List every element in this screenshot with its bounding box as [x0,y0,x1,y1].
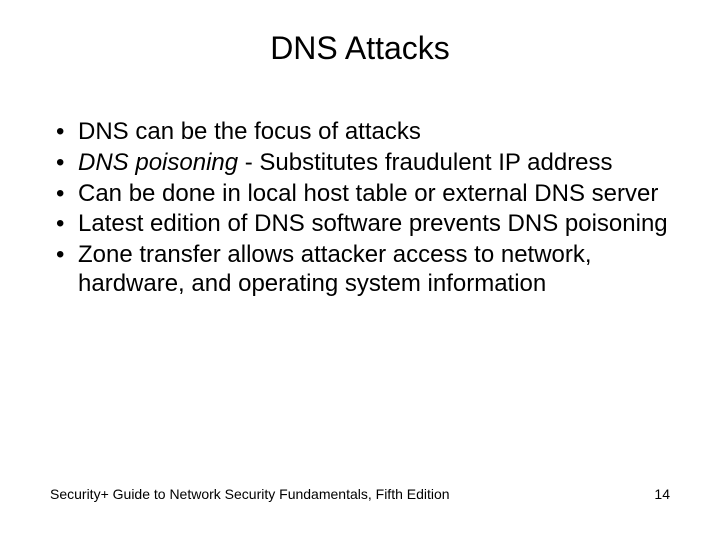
footer-page-number: 14 [654,486,670,502]
bullet-italic: DNS poisoning [78,149,238,176]
bullet-item: Latest edition of DNS software prevents … [50,210,670,239]
bullet-list: DNS can be the focus of attacks DNS pois… [50,118,670,299]
slide-body: DNS can be the focus of attacks DNS pois… [50,118,670,301]
bullet-item: DNS can be the focus of attacks [50,118,670,147]
footer-source: Security+ Guide to Network Security Fund… [50,486,450,502]
bullet-item: Can be done in local host table or exter… [50,180,670,209]
bullet-post: - Substitutes fraudulent IP address [238,149,612,176]
slide: DNS Attacks DNS can be the focus of atta… [0,0,720,540]
slide-title: DNS Attacks [0,30,720,67]
bullet-post: Latest edition of DNS software prevents … [78,210,668,237]
bullet-post: Can be done in local host table or exter… [78,180,658,207]
bullet-post: DNS can be the focus of attacks [78,118,421,145]
bullet-item: Zone transfer allows attacker access to … [50,241,670,299]
bullet-post: Zone transfer allows attacker access to … [78,241,592,297]
bullet-item: DNS poisoning - Substitutes fraudulent I… [50,149,670,178]
